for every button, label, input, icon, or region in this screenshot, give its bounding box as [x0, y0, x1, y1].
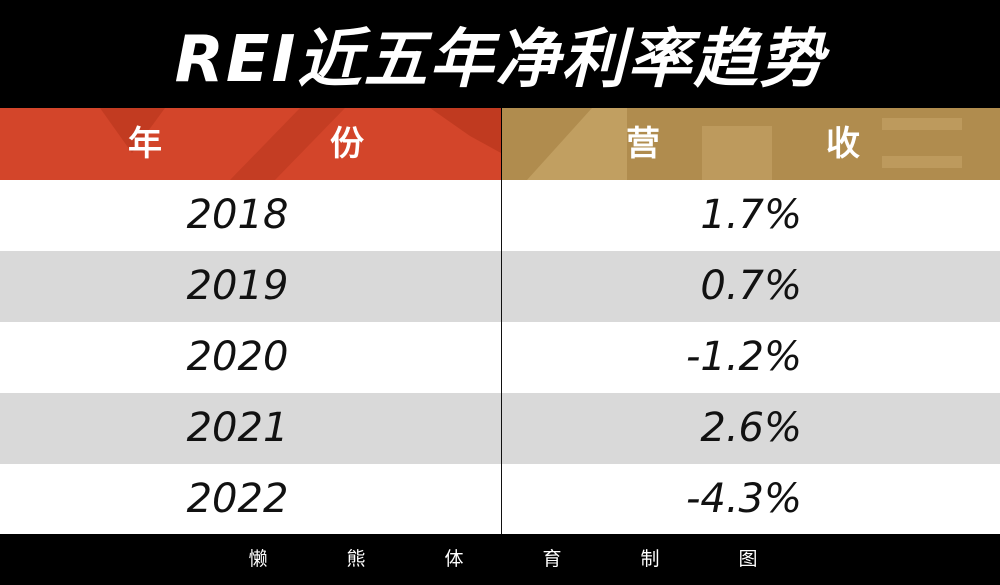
header-decoration: [527, 108, 962, 180]
column-divider: [501, 180, 502, 534]
value-cell: -4.3%: [685, 476, 802, 522]
year-cell: 2022: [186, 476, 289, 522]
credit-char: 图: [738, 548, 758, 570]
year-cell: 2021: [186, 405, 289, 451]
table-header: 年 份 营 收: [0, 108, 1000, 180]
table-row: 2021 2.6%: [0, 393, 1000, 464]
table-row: 2022 -4.3%: [0, 464, 1000, 535]
table-row: 2020 -1.2%: [0, 322, 1000, 393]
value-cell: 2.6%: [700, 405, 802, 451]
header-decoration: [100, 108, 501, 180]
credit-char: 制: [640, 548, 660, 570]
value-cell: -1.2%: [685, 334, 802, 380]
value-cell: 0.7%: [700, 263, 802, 309]
year-cell: 2020: [186, 334, 289, 380]
credit-char: 育: [542, 548, 562, 570]
value-header-char-2: 收: [826, 124, 860, 164]
year-header-char-2: 份: [330, 124, 364, 164]
footer-credit: 懒 熊 体 育 制 图: [0, 534, 1000, 585]
year-header: 年 份: [0, 108, 501, 180]
year-cell: 2018: [186, 192, 289, 238]
table-body: 2018 1.7% 2019 0.7% 2020 -1.2% 2021 2.6%…: [0, 180, 1000, 535]
credit-char: 懒: [248, 548, 268, 570]
credit-char: 熊: [346, 548, 366, 570]
year-cell: 2019: [186, 263, 289, 309]
table-row: 2018 1.7%: [0, 180, 1000, 251]
credit-char: 体: [444, 548, 464, 570]
year-header-char-1: 年: [128, 124, 162, 164]
title-bar: REI近五年净利率趋势: [0, 0, 1000, 108]
page-title: REI近五年净利率趋势: [174, 23, 826, 97]
value-header-char-1: 营: [626, 124, 660, 164]
table-row: 2019 0.7%: [0, 251, 1000, 322]
value-cell: 1.7%: [700, 192, 802, 238]
value-header: 营 收: [502, 108, 1000, 180]
